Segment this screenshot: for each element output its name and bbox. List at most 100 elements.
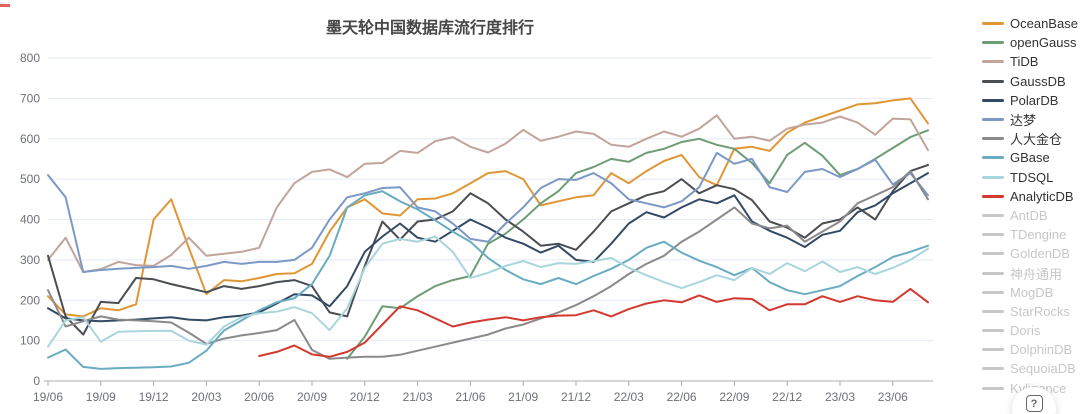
series-line-openGauss: [346, 129, 929, 360]
legend-line-swatch: [982, 252, 1004, 256]
legend-item-label: 神舟通用: [1010, 266, 1063, 282]
legend-item-OceanBase[interactable]: OceanBase: [982, 14, 1080, 33]
x-axis-tick-label: 19/09: [86, 390, 116, 404]
x-axis-tick-label: 20/06: [244, 390, 274, 404]
legend-item-label: OceanBase: [1010, 16, 1078, 32]
legend-line-swatch: [982, 194, 1004, 198]
legend: OceanBase openGauss TiDB GaussDB PolarDB 达梦人大…: [982, 14, 1080, 398]
x-axis-tick-label: 22/03: [614, 390, 644, 404]
y-axis-tick-label: 200: [20, 293, 40, 307]
legend-item-label: AntDB: [1010, 207, 1048, 223]
legend-item-label: GoldenDB: [1010, 246, 1070, 262]
legend-item-GaussDB[interactable]: GaussDB: [982, 72, 1080, 91]
y-axis-tick-label: 0: [33, 374, 40, 388]
legend-item-AnalyticDB[interactable]: AnalyticDB: [982, 187, 1080, 206]
legend-line-swatch: [982, 348, 1004, 352]
legend-line-swatch: [982, 213, 1004, 217]
legend-item-label: SequoiaDB: [1010, 361, 1076, 377]
legend-item-label: Doris: [1010, 323, 1041, 339]
legend-item-label: PolarDB: [1010, 92, 1059, 108]
series-line-GBase: [47, 190, 929, 370]
legend-item-达梦[interactable]: 达梦: [982, 110, 1080, 129]
help-button[interactable]: ?: [1012, 387, 1056, 414]
y-axis-tick-label: 700: [20, 91, 40, 105]
legend-item-PolarDB[interactable]: PolarDB: [982, 91, 1080, 110]
legend-item-神舟通用[interactable]: 神舟通用: [982, 263, 1080, 282]
legend-item-label: 达梦: [1010, 113, 1037, 129]
y-axis-tick-label: 800: [20, 51, 40, 65]
loading-bar-fragment: [0, 4, 10, 7]
legend-item-GoldenDB[interactable]: GoldenDB: [982, 244, 1080, 263]
legend-line-swatch: [982, 290, 1004, 294]
x-axis-tick-label: 22/06: [667, 390, 697, 404]
legend-item-label: GaussDB: [1010, 73, 1066, 89]
legend-item-StarRocks[interactable]: StarRocks: [982, 302, 1080, 321]
x-axis-tick-label: 20/03: [191, 390, 221, 404]
x-axis-tick-label: 23/06: [878, 390, 908, 404]
x-axis-tick-label: 19/12: [139, 390, 169, 404]
y-axis-tick-label: 300: [20, 253, 40, 267]
legend-item-label: TDengine: [1010, 227, 1067, 243]
series-line-TiDB: [47, 114, 929, 273]
legend-line-swatch: [982, 271, 1004, 275]
series-line-PolarDB: [47, 172, 929, 323]
x-axis-tick-label: 22/12: [772, 390, 802, 404]
y-axis-tick-label: 600: [20, 132, 40, 146]
x-axis-tick-label: 21/06: [455, 390, 485, 404]
legend-line-swatch: [982, 233, 1004, 237]
legend-item-label: 人大金仓: [1010, 132, 1063, 148]
x-axis-tick-label: 21/09: [508, 390, 538, 404]
legend-line-swatch: [982, 367, 1004, 371]
popularity-line-chart: 19/06 19/09 19/12 20/03 20/06 20/09 20/12 21/03…: [20, 51, 933, 404]
legend-item-MogDB[interactable]: MogDB: [982, 283, 1080, 302]
legend-item-label: TDSQL: [1010, 169, 1054, 185]
legend-line-swatch: [982, 60, 1004, 64]
legend-item-label: MogDB: [1010, 284, 1054, 300]
x-axis-tick-label: 20/12: [350, 390, 380, 404]
legend-line-swatch: [982, 309, 1004, 313]
legend-item-Doris[interactable]: Doris: [982, 321, 1080, 340]
legend-item-label: openGauss: [1010, 35, 1077, 51]
legend-line-swatch: [982, 175, 1004, 179]
legend-item-label: TiDB: [1010, 54, 1039, 70]
legend-item-GBase[interactable]: GBase: [982, 148, 1080, 167]
legend-item-TiDB[interactable]: TiDB: [982, 52, 1080, 71]
legend-line-swatch: [982, 137, 1004, 141]
legend-line-swatch: [982, 98, 1004, 102]
y-axis-tick-label: 500: [20, 172, 40, 186]
legend-item-label: StarRocks: [1010, 303, 1070, 319]
series-line-OceanBase: [47, 97, 929, 318]
series-line-达梦: [47, 151, 929, 273]
x-axis-tick-label: 22/09: [719, 390, 749, 404]
x-axis-tick-label: 20/09: [297, 390, 327, 404]
legend-item-DolphinDB[interactable]: DolphinDB: [982, 340, 1080, 359]
legend-item-人大金仓[interactable]: 人大金仓: [982, 129, 1080, 148]
x-axis-tick-label: 21/12: [561, 390, 591, 404]
legend-item-label: GBase: [1010, 150, 1050, 166]
legend-item-label: DolphinDB: [1010, 342, 1073, 358]
legend-item-SequoiaDB[interactable]: SequoiaDB: [982, 359, 1080, 378]
legend-line-swatch: [982, 22, 1004, 26]
legend-line-swatch: [982, 79, 1004, 83]
legend-item-AntDB[interactable]: AntDB: [982, 206, 1080, 225]
legend-item-TDSQL[interactable]: TDSQL: [982, 168, 1080, 187]
question-mark-icon: ?: [1025, 395, 1043, 412]
legend-item-TDengine[interactable]: TDengine: [982, 225, 1080, 244]
legend-line-swatch: [982, 41, 1004, 45]
chart-title: 墨天轮中国数据库流行度排行: [325, 20, 534, 37]
series-line-AnalyticDB: [258, 287, 929, 358]
x-axis-tick-label: 21/03: [403, 390, 433, 404]
x-axis-tick-label: 23/03: [825, 390, 855, 404]
legend-item-label: AnalyticDB: [1010, 188, 1074, 204]
y-axis-tick-label: 100: [20, 334, 40, 348]
legend-line-swatch: [982, 329, 1004, 333]
y-axis-tick-label: 400: [20, 213, 40, 227]
legend-line-swatch: [982, 118, 1004, 122]
series-line-GaussDB: [47, 164, 929, 336]
legend-line-swatch: [982, 156, 1004, 160]
series-line-TDSQL: [47, 235, 929, 348]
legend-item-openGauss[interactable]: openGauss: [982, 33, 1080, 52]
legend-line-swatch: [982, 386, 1004, 390]
x-axis-tick-label: 19/06: [33, 390, 63, 404]
